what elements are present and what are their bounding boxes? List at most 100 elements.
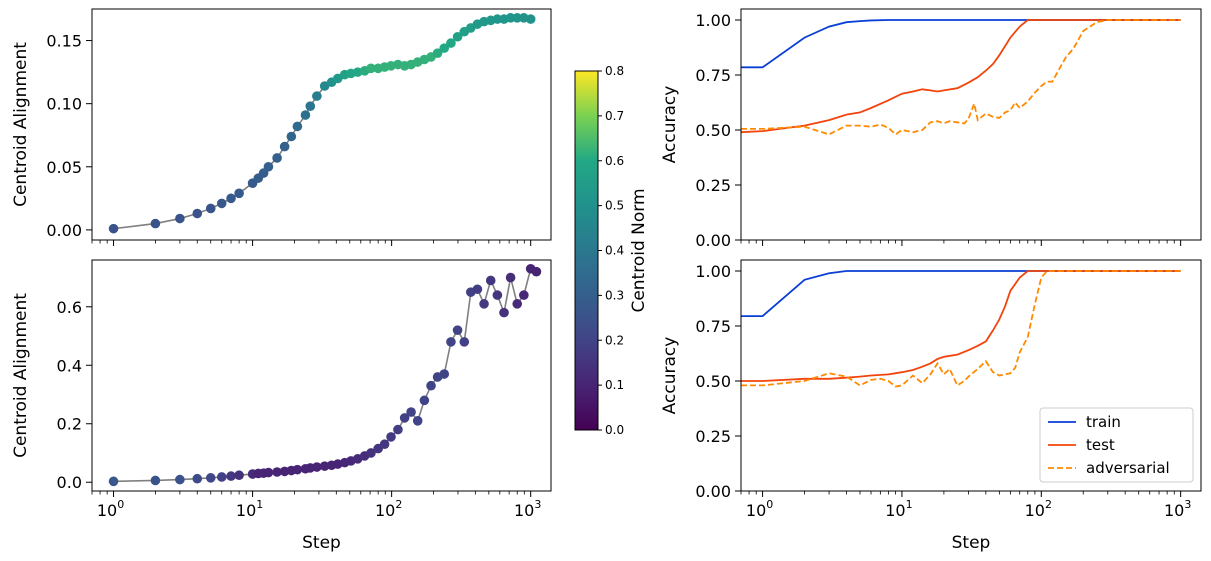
data-point <box>292 464 303 475</box>
data-point <box>272 153 282 163</box>
colorbar-tick-label: 0.2 <box>605 333 624 347</box>
data-point <box>492 14 503 24</box>
data-point <box>216 472 227 482</box>
series-line <box>113 267 537 483</box>
data-point <box>426 380 436 391</box>
data-point <box>292 121 303 132</box>
data-point <box>175 474 185 485</box>
data-point <box>150 475 161 486</box>
x-tick-exponent: 1 <box>256 498 263 511</box>
x-tick-exponent: 3 <box>534 498 541 511</box>
x-tick-exponent: 0 <box>117 498 124 511</box>
y-tick-label: 0.10 <box>46 95 82 114</box>
y-axis-label: Centroid Alignment <box>11 42 31 207</box>
series-line-adversarial <box>741 270 1181 388</box>
data-point <box>479 299 489 309</box>
data-point <box>505 272 516 283</box>
x-tick-exponent: 0 <box>766 498 773 511</box>
plot-area <box>108 263 542 487</box>
data-point <box>446 38 456 48</box>
y-axis-label: Centroid Alignment <box>11 293 31 458</box>
colorbar-tick-label: 0.8 <box>605 64 624 78</box>
data-point <box>525 14 536 24</box>
data-point <box>226 471 236 481</box>
data-point <box>452 31 463 42</box>
y-tick-label: 0.6 <box>57 298 82 317</box>
data-point <box>406 407 416 417</box>
x-tick-label: 102 <box>375 498 402 520</box>
data-point <box>412 416 423 426</box>
data-point <box>419 395 430 406</box>
top-right-panel: 0.00 0.25 0.50 0.75 1.00 Accuracy <box>660 8 1202 250</box>
x-tick-exponent: 2 <box>1045 498 1052 511</box>
legend-label-train: train <box>1086 413 1121 431</box>
axes-frame <box>91 259 552 492</box>
x-tick-exponent: 2 <box>395 498 402 511</box>
x-axis-label: Step <box>302 533 341 553</box>
data-point <box>216 198 227 209</box>
x-tick-label: 103 <box>514 498 541 520</box>
y-tick-label: 0.00 <box>695 231 731 250</box>
series-line-train <box>741 270 1181 317</box>
plot-area <box>741 19 1181 136</box>
colorbar-tick-label: 0.5 <box>605 199 624 213</box>
data-point <box>472 284 483 295</box>
data-point <box>205 203 216 214</box>
data-point <box>175 213 185 224</box>
series-line-train <box>741 19 1181 69</box>
top-left-panel: 0.00 0.05 0.10 0.15 Centroid Alignment <box>11 8 552 246</box>
colorbar-tick-label: 0.1 <box>605 378 624 392</box>
colorbar-tick-label: 0.7 <box>605 109 624 123</box>
legend-label-adversarial: adversarial <box>1086 459 1170 477</box>
legend-label-test: test <box>1086 436 1115 454</box>
data-point <box>234 470 244 481</box>
y-tick-label: 0.75 <box>695 317 731 336</box>
data-point <box>234 188 244 199</box>
x-tick-label: 100 <box>97 498 124 520</box>
data-point <box>263 161 274 172</box>
colorbar-tick-label: 0.4 <box>605 244 624 258</box>
y-tick-label: 0.00 <box>695 482 731 501</box>
data-point <box>459 337 470 347</box>
colorbar-tick-label: 0.6 <box>605 154 624 168</box>
y-tick-label: 0.75 <box>695 66 731 85</box>
data-point <box>512 13 523 23</box>
y-tick-label: 0.2 <box>57 415 82 434</box>
data-point <box>492 290 503 300</box>
axes-frame <box>740 8 1202 241</box>
data-point <box>305 101 316 111</box>
x-tick-label: 101 <box>885 498 912 520</box>
y-tick-label: 0.50 <box>695 372 731 391</box>
data-point <box>366 448 376 458</box>
data-point <box>205 473 216 483</box>
data-point <box>108 476 119 487</box>
legend-box <box>1039 407 1194 483</box>
data-point <box>439 43 450 53</box>
x-tick-label: 101 <box>236 498 263 520</box>
data-point <box>432 48 443 58</box>
x-tick-exponent: 3 <box>1184 498 1191 511</box>
data-point <box>300 110 311 120</box>
x-tick-label: 100 <box>746 498 773 520</box>
colorbar-panel: 0.0 0.1 0.2 0.3 0.4 0.5 0.6 0.7 0.8 Centroid Norm <box>574 64 649 437</box>
data-point <box>272 467 282 477</box>
data-point <box>312 91 322 101</box>
data-point <box>512 299 523 309</box>
y-tick-label: 1.00 <box>695 11 731 30</box>
data-point <box>452 325 463 335</box>
data-point <box>393 424 403 435</box>
data-point <box>499 307 509 318</box>
y-tick-label: 0.05 <box>46 158 82 177</box>
data-point <box>108 223 119 234</box>
series-line-adversarial <box>741 19 1181 136</box>
data-point <box>379 439 390 450</box>
colorbar-tick-label: 0.3 <box>605 288 624 302</box>
data-point <box>279 141 290 152</box>
bottom-right-panel: 100 101 102 1030.000.250.500.751.00Accuracy… <box>660 259 1202 553</box>
data-point <box>505 13 516 23</box>
plot-area <box>108 13 536 234</box>
axes-frame <box>740 259 1202 492</box>
y-tick-label: 0.15 <box>46 32 82 51</box>
